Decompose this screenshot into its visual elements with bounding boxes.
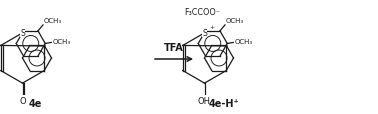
Text: OCH₃: OCH₃: [44, 18, 62, 24]
Text: +: +: [209, 25, 214, 30]
Text: 4e: 4e: [28, 98, 42, 108]
Text: S: S: [20, 29, 25, 38]
Text: TFA: TFA: [164, 43, 184, 53]
Text: OCH₃: OCH₃: [226, 18, 244, 24]
Text: OH: OH: [198, 96, 211, 105]
Text: S: S: [202, 29, 207, 38]
Text: OCH₃: OCH₃: [234, 39, 253, 45]
Text: O: O: [19, 96, 26, 105]
Text: OCH₃: OCH₃: [52, 39, 70, 45]
Text: 4e-H⁺: 4e-H⁺: [209, 98, 239, 108]
Text: F₃CCOO⁻: F₃CCOO⁻: [184, 7, 220, 16]
